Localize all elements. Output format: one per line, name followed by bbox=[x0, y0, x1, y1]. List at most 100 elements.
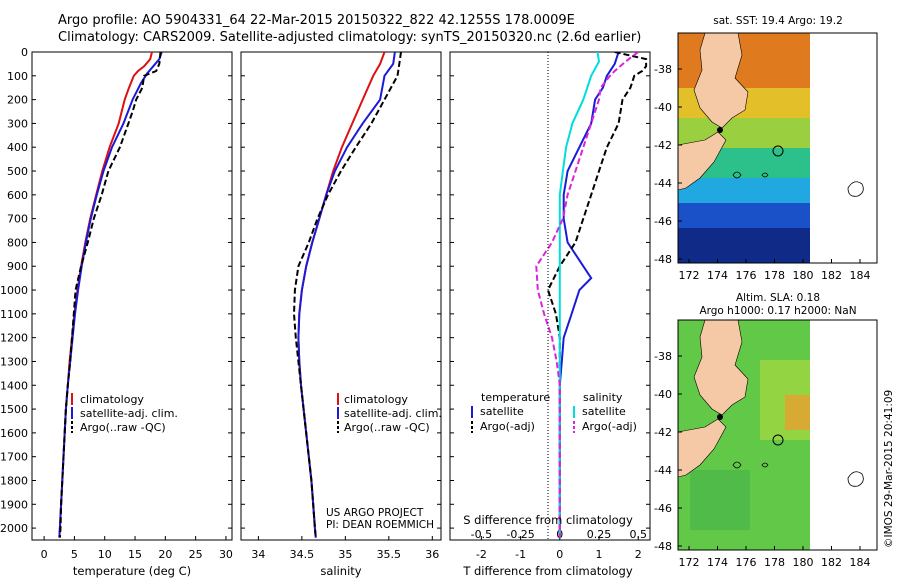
diff-legend-s-satellite: satellite bbox=[582, 405, 626, 418]
difference-series-temperature-satellite bbox=[558, 52, 620, 538]
difference-tick-label: 0 bbox=[556, 548, 563, 561]
depth-tick-label: 300 bbox=[7, 117, 28, 130]
sla-map: Altim. SLA: 0.18 Argo h1000: 0.17 h2000:… bbox=[654, 292, 878, 569]
difference-legend: temperature salinity satellite Argo(-adj… bbox=[471, 391, 637, 433]
map-lon-tick-label: 174 bbox=[707, 556, 728, 569]
map-lon-tick-label: 172 bbox=[679, 556, 700, 569]
temperature-series-group bbox=[58, 52, 163, 538]
legend-climatology: climatology bbox=[80, 393, 144, 406]
map-lat-tick-label: -38 bbox=[654, 63, 672, 76]
difference-series-salinity-argo-adj- bbox=[535, 52, 639, 538]
map-lon-tick-label: 176 bbox=[736, 269, 757, 282]
legend-argo: Argo(..raw -QC) bbox=[80, 421, 166, 434]
depth-axis: 0 100 200 300 400 500 600 700 800 900 1000 1100 1200… bbox=[0, 46, 650, 535]
depth-tick-label: 1800 bbox=[0, 474, 28, 487]
map-lat-tick-label: -48 bbox=[654, 540, 672, 553]
depth-tick-label: 1900 bbox=[0, 498, 28, 511]
temperature-tick-label: 30 bbox=[219, 548, 233, 561]
difference-series-group bbox=[535, 52, 648, 538]
map-lon-tick-label: 180 bbox=[793, 269, 814, 282]
temperature-tick-label: 5 bbox=[71, 548, 78, 561]
sst-map: sat. SST: 19.4 Argo: 19.2 -38 -40 -42 -44 -4… bbox=[654, 15, 878, 282]
map-lat-tick-label: -42 bbox=[654, 139, 672, 152]
sal-legend-argo: Argo(..raw -QC) bbox=[344, 421, 430, 434]
map-lat-tick-label: -46 bbox=[654, 215, 672, 228]
map-lon-tick-label: 176 bbox=[736, 556, 757, 569]
salinity-xlabel: salinity bbox=[320, 564, 361, 578]
map-lat-tick-label: -44 bbox=[654, 177, 672, 190]
header-line-2: Climatology: CARS2009. Satellite-adjuste… bbox=[58, 30, 641, 45]
difference-series-salinity-satellite bbox=[558, 52, 601, 538]
temperature-panel-frame bbox=[31, 51, 233, 541]
salinity-tick-label: 35 bbox=[338, 548, 352, 561]
depth-tick-label: 1500 bbox=[0, 403, 28, 416]
legend-salinity-title: salinity bbox=[583, 391, 623, 404]
depth-tick-label: 800 bbox=[7, 236, 28, 249]
temperature-series-climatology bbox=[58, 52, 153, 538]
s-difference-tick-label: 0.5 bbox=[629, 528, 647, 541]
temperature-tick-label: 20 bbox=[158, 548, 172, 561]
depth-tick-label: 1700 bbox=[0, 451, 28, 464]
depth-tick-label: 900 bbox=[7, 260, 28, 273]
sal-legend-satellite: satellite-adj. clim. bbox=[344, 407, 442, 420]
sal-legend-climatology: climatology bbox=[344, 393, 408, 406]
diff-legend-s-argo: Argo(-adj) bbox=[582, 420, 637, 433]
difference-panel-frame bbox=[449, 51, 651, 541]
salinity-series-climatology bbox=[297, 52, 386, 538]
project-label: US ARGO PROJECT bbox=[326, 507, 424, 519]
s-difference-label: S difference from climatology bbox=[463, 513, 633, 527]
s-difference-tick-label: -0.25 bbox=[506, 528, 534, 541]
difference-tick-label: -2 bbox=[476, 548, 487, 561]
legend-temperature-title: temperature bbox=[481, 391, 550, 404]
map-lon-tick-label: 182 bbox=[821, 269, 842, 282]
salinity-series-argo-raw-qc- bbox=[292, 52, 402, 538]
sst-map-title: sat. SST: 19.4 Argo: 19.2 bbox=[713, 15, 843, 27]
depth-tick-label: 200 bbox=[7, 94, 28, 107]
salinity-series-satellite-adj-clim- bbox=[297, 52, 396, 538]
map-lat-tick-label: -44 bbox=[654, 464, 672, 477]
salinity-tick-label: 34 bbox=[251, 548, 265, 561]
salinity-legend: climatology satellite-adj. clim. Argo(..… bbox=[326, 393, 442, 531]
map-lon-tick-label: 178 bbox=[764, 269, 785, 282]
map-lat-tick-label: -42 bbox=[654, 426, 672, 439]
map-lon-tick-label: 180 bbox=[793, 556, 814, 569]
sla-map-title-1: Altim. SLA: 0.18 bbox=[736, 292, 820, 304]
temperature-series-argo-raw-qc- bbox=[58, 52, 162, 538]
temperature-xlabel: temperature (deg C) bbox=[73, 564, 191, 578]
map-lat-tick-label: -40 bbox=[654, 388, 672, 401]
salinity-panel-frame bbox=[240, 51, 442, 541]
header-line-1: Argo profile: AO 5904331_64 22-Mar-2015 … bbox=[58, 13, 575, 28]
depth-tick-label: 700 bbox=[7, 213, 28, 226]
difference-series-temperature-argo-adj- bbox=[546, 52, 648, 538]
s-difference-tick-label: -0.5 bbox=[471, 528, 492, 541]
depth-tick-label: 1600 bbox=[0, 427, 28, 440]
pi-label: PI: DEAN ROEMMICH bbox=[326, 519, 434, 531]
temperature-tick-label: 0 bbox=[41, 548, 48, 561]
depth-tick-label: 1300 bbox=[0, 355, 28, 368]
map-lat-tick-label: -46 bbox=[654, 502, 672, 515]
imos-side-label: ©IMOS 29-Mar-2015 20:41:09 bbox=[883, 390, 895, 548]
map-lon-tick-label: 178 bbox=[764, 556, 785, 569]
depth-tick-label: 1100 bbox=[0, 308, 28, 321]
diff-legend-t-argo: Argo(-adj) bbox=[480, 420, 535, 433]
depth-tick-label: 1000 bbox=[0, 284, 28, 297]
diff-legend-t-satellite: satellite bbox=[480, 405, 524, 418]
map-lon-tick-label: 182 bbox=[821, 556, 842, 569]
salinity-series-group bbox=[292, 52, 402, 538]
temperature-tick-label: 10 bbox=[98, 548, 112, 561]
map-lat-tick-label: -48 bbox=[654, 253, 672, 266]
temperature-tick-label: 25 bbox=[189, 548, 203, 561]
sla-map-title-2: Argo h1000: 0.17 h2000: NaN bbox=[699, 305, 856, 317]
x-axes: 0 5 10 15 20 25 30 34 34.5 35 35.5 36 -2 -1 0 1 2 -0.5 -0.… bbox=[41, 528, 647, 561]
difference-tick-label: 1 bbox=[596, 548, 603, 561]
salinity-tick-label: 35.5 bbox=[377, 548, 402, 561]
salinity-tick-label: 36 bbox=[425, 548, 439, 561]
depth-tick-label: 600 bbox=[7, 189, 28, 202]
temperature-tick-label: 15 bbox=[128, 548, 142, 561]
depth-tick-label: 1400 bbox=[0, 379, 28, 392]
depth-tick-label: 0 bbox=[21, 46, 28, 59]
depth-tick-label: 100 bbox=[7, 70, 28, 83]
map-lon-tick-label: 172 bbox=[679, 269, 700, 282]
series-layer bbox=[58, 52, 648, 538]
